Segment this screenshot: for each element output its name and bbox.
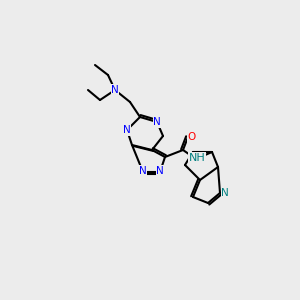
Text: N: N <box>123 125 131 135</box>
Text: N: N <box>156 166 164 176</box>
Text: O: O <box>188 132 196 142</box>
Text: N: N <box>221 188 229 198</box>
Text: N: N <box>111 85 119 95</box>
Text: N: N <box>153 117 161 127</box>
Text: N: N <box>139 166 147 176</box>
Text: NH: NH <box>189 153 206 163</box>
